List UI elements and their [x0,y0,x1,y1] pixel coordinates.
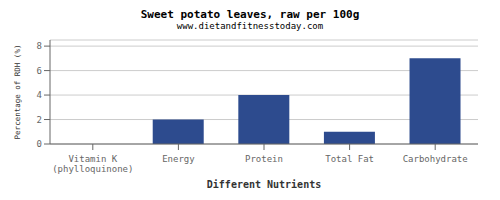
svg-text:0: 0 [37,139,42,149]
svg-text:4: 4 [37,90,42,100]
html-text:Sweet potato leaves, raw per 1: Sweet potato leaves, raw per 100g [140,8,360,21]
svg-text:Energy: Energy [162,154,195,164]
html-text:www.dietandfitnesstoday.com: www.dietandfitnesstoday.com [176,21,324,31]
svg-text:Protein: Protein [245,154,283,164]
svg-text:Percentage of RDH (%): Percentage of RDH (%) [13,45,22,140]
svg-text:8: 8 [37,41,42,51]
svg-text:Vitamin K(phylloquinone): Vitamin K(phylloquinone) [52,154,133,174]
svg-text:Total Fat: Total Fat [325,154,374,164]
svg-text:Different Nutrients: Different Nutrients [207,179,321,190]
svg-text:2: 2 [37,115,42,125]
svg-text:Carbohydrate: Carbohydrate [403,154,468,164]
svg-text:6: 6 [37,66,42,76]
